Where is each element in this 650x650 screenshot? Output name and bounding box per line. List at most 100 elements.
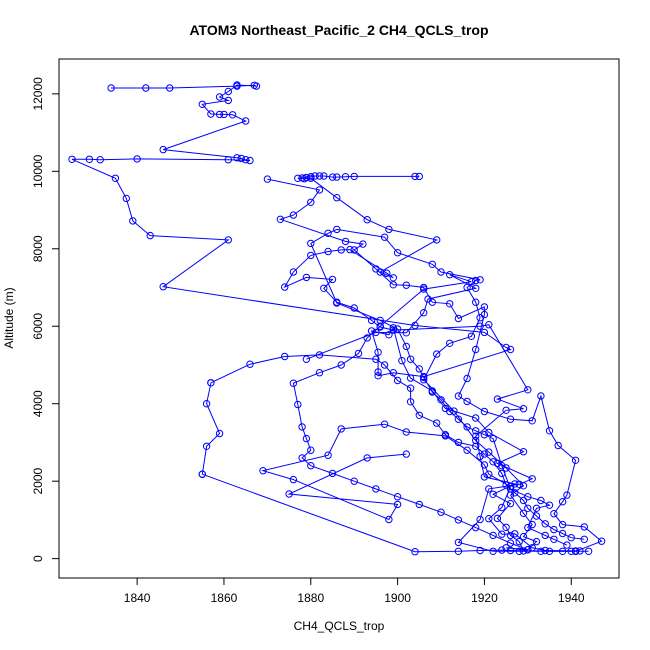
- data-point: [415, 365, 423, 373]
- data-point: [563, 541, 571, 549]
- x-axis-label: CH4_QCLS_trop: [294, 619, 385, 633]
- data-point: [480, 431, 489, 439]
- data-point: [393, 376, 402, 385]
- data-point: [159, 145, 167, 154]
- data-point: [337, 425, 345, 433]
- data-point: [333, 173, 341, 181]
- data-point: [454, 538, 463, 547]
- data-point: [359, 240, 367, 248]
- data-point: [246, 156, 254, 165]
- x-tick-label: 1860: [211, 591, 238, 605]
- data-point: [528, 417, 536, 425]
- data-point: [446, 339, 454, 347]
- data-point: [96, 156, 104, 164]
- data-point: [374, 348, 382, 356]
- data-point: [129, 217, 137, 225]
- x-tick-label: 1940: [558, 591, 585, 605]
- data-point: [233, 154, 241, 162]
- data-point: [307, 251, 315, 260]
- data-point: [476, 546, 484, 555]
- series-line: [292, 274, 528, 551]
- data-point: [298, 423, 306, 431]
- data-point: [237, 154, 246, 163]
- data-point: [437, 508, 445, 516]
- data-point: [374, 372, 382, 380]
- data-point: [315, 186, 324, 194]
- data-point: [420, 376, 428, 384]
- data-point: [480, 303, 489, 311]
- data-point: [541, 531, 549, 540]
- data-point: [472, 276, 480, 285]
- data-point: [406, 374, 415, 382]
- data-point: [224, 236, 233, 244]
- data-point: [498, 462, 506, 470]
- data-point: [420, 373, 428, 382]
- data-point: [476, 515, 484, 524]
- data-point: [480, 461, 489, 469]
- data-point: [519, 496, 528, 505]
- data-point: [68, 155, 76, 164]
- data-point: [374, 368, 382, 376]
- data-point: [502, 406, 510, 414]
- x-tick-label: 1900: [384, 591, 411, 605]
- data-point: [346, 245, 354, 254]
- data-point: [207, 379, 215, 387]
- data-point: [350, 477, 358, 485]
- data-point: [372, 328, 380, 337]
- data-point: [476, 314, 484, 322]
- data-point: [446, 271, 454, 279]
- data-point: [485, 470, 493, 478]
- data-point: [437, 396, 445, 404]
- data-point: [146, 231, 154, 240]
- data-point: [294, 400, 302, 409]
- data-point: [441, 431, 450, 439]
- data-point: [142, 84, 150, 92]
- series-4: [289, 271, 532, 554]
- data-point: [350, 246, 358, 254]
- data-point: [511, 489, 519, 497]
- data-point: [380, 420, 389, 428]
- data-point: [537, 496, 545, 505]
- data-point: [324, 229, 332, 238]
- data-point: [446, 407, 454, 416]
- series-2: [259, 175, 606, 555]
- data-point: [372, 355, 380, 363]
- x-tick-label: 1880: [297, 591, 324, 605]
- data-point: [166, 84, 174, 92]
- data-point: [558, 529, 567, 538]
- data-point: [428, 388, 436, 396]
- data-point: [463, 423, 471, 431]
- data-point: [389, 324, 397, 332]
- data-point: [224, 96, 233, 105]
- series-layer: [68, 81, 606, 556]
- data-point: [202, 442, 211, 450]
- data-point: [433, 350, 441, 358]
- data-point: [281, 283, 289, 291]
- data-point: [506, 539, 515, 547]
- y-axis: 0 2000 4000 6000 8000 10000 12000: [31, 77, 60, 562]
- data-point: [485, 485, 493, 493]
- y-tick-label: 8000: [31, 235, 45, 262]
- data-point: [420, 309, 428, 317]
- data-point: [433, 419, 441, 427]
- data-point: [532, 512, 541, 520]
- data-point: [307, 462, 315, 470]
- data-point: [380, 233, 389, 241]
- data-point: [406, 398, 415, 406]
- data-point: [320, 172, 328, 180]
- series-6: [198, 379, 224, 478]
- data-point: [233, 81, 241, 89]
- data-point: [228, 111, 237, 119]
- data-point: [202, 400, 211, 408]
- data-point: [107, 84, 115, 92]
- y-tick-label: 12000: [31, 77, 45, 111]
- y-tick-label: 4000: [31, 390, 45, 417]
- data-point: [372, 485, 380, 493]
- data-point: [337, 361, 345, 369]
- data-point: [515, 537, 523, 546]
- data-point: [558, 547, 567, 555]
- data-point: [485, 515, 493, 523]
- data-point: [220, 110, 228, 119]
- data-point: [524, 523, 532, 532]
- data-point: [489, 434, 497, 443]
